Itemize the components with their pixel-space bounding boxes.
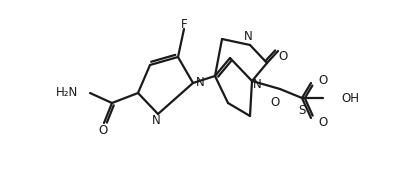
Text: OH: OH <box>341 91 359 104</box>
Text: N: N <box>244 30 252 43</box>
Text: F: F <box>181 17 187 30</box>
Text: O: O <box>318 115 328 128</box>
Text: O: O <box>278 50 288 63</box>
Text: H₂N: H₂N <box>56 86 78 98</box>
Text: O: O <box>318 74 328 87</box>
Text: O: O <box>270 95 280 109</box>
Text: S: S <box>298 103 306 116</box>
Text: N: N <box>195 76 204 89</box>
Text: O: O <box>98 123 108 136</box>
Text: N: N <box>253 77 262 90</box>
Text: N: N <box>152 115 160 128</box>
